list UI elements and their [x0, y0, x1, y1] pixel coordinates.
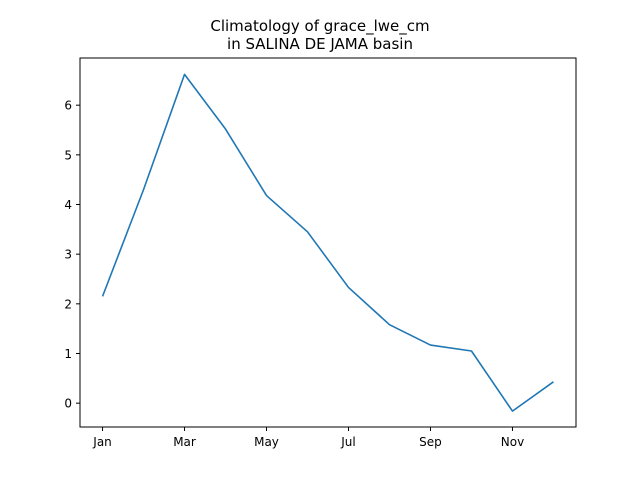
chart-title-line-2: in SALINA DE JAMA basin — [227, 35, 413, 53]
y-tick-label: 4 — [64, 198, 72, 212]
x-tick-label: Mar — [173, 435, 196, 449]
x-tick-label: Sep — [419, 435, 442, 449]
x-tick-label: May — [254, 435, 279, 449]
y-tick-label: 2 — [64, 297, 72, 311]
chart-title-line-1: Climatology of grace_lwe_cm — [210, 17, 429, 36]
axes-frame — [79, 57, 577, 428]
series-line — [101, 73, 554, 412]
x-tick-label: Jan — [92, 435, 112, 449]
plot-area: Jan Mar May Jul Sep Nov 0 1 2 3 4 5 6 — [64, 57, 577, 449]
y-tick-label: 3 — [64, 248, 72, 262]
y-tick-label: 1 — [64, 347, 72, 361]
y-tick-label: 0 — [64, 397, 72, 411]
x-tick-label: Jul — [340, 435, 355, 449]
y-tick-label: 6 — [64, 99, 72, 113]
x-tick-label: Nov — [501, 435, 524, 449]
y-tick-label: 5 — [64, 148, 72, 162]
